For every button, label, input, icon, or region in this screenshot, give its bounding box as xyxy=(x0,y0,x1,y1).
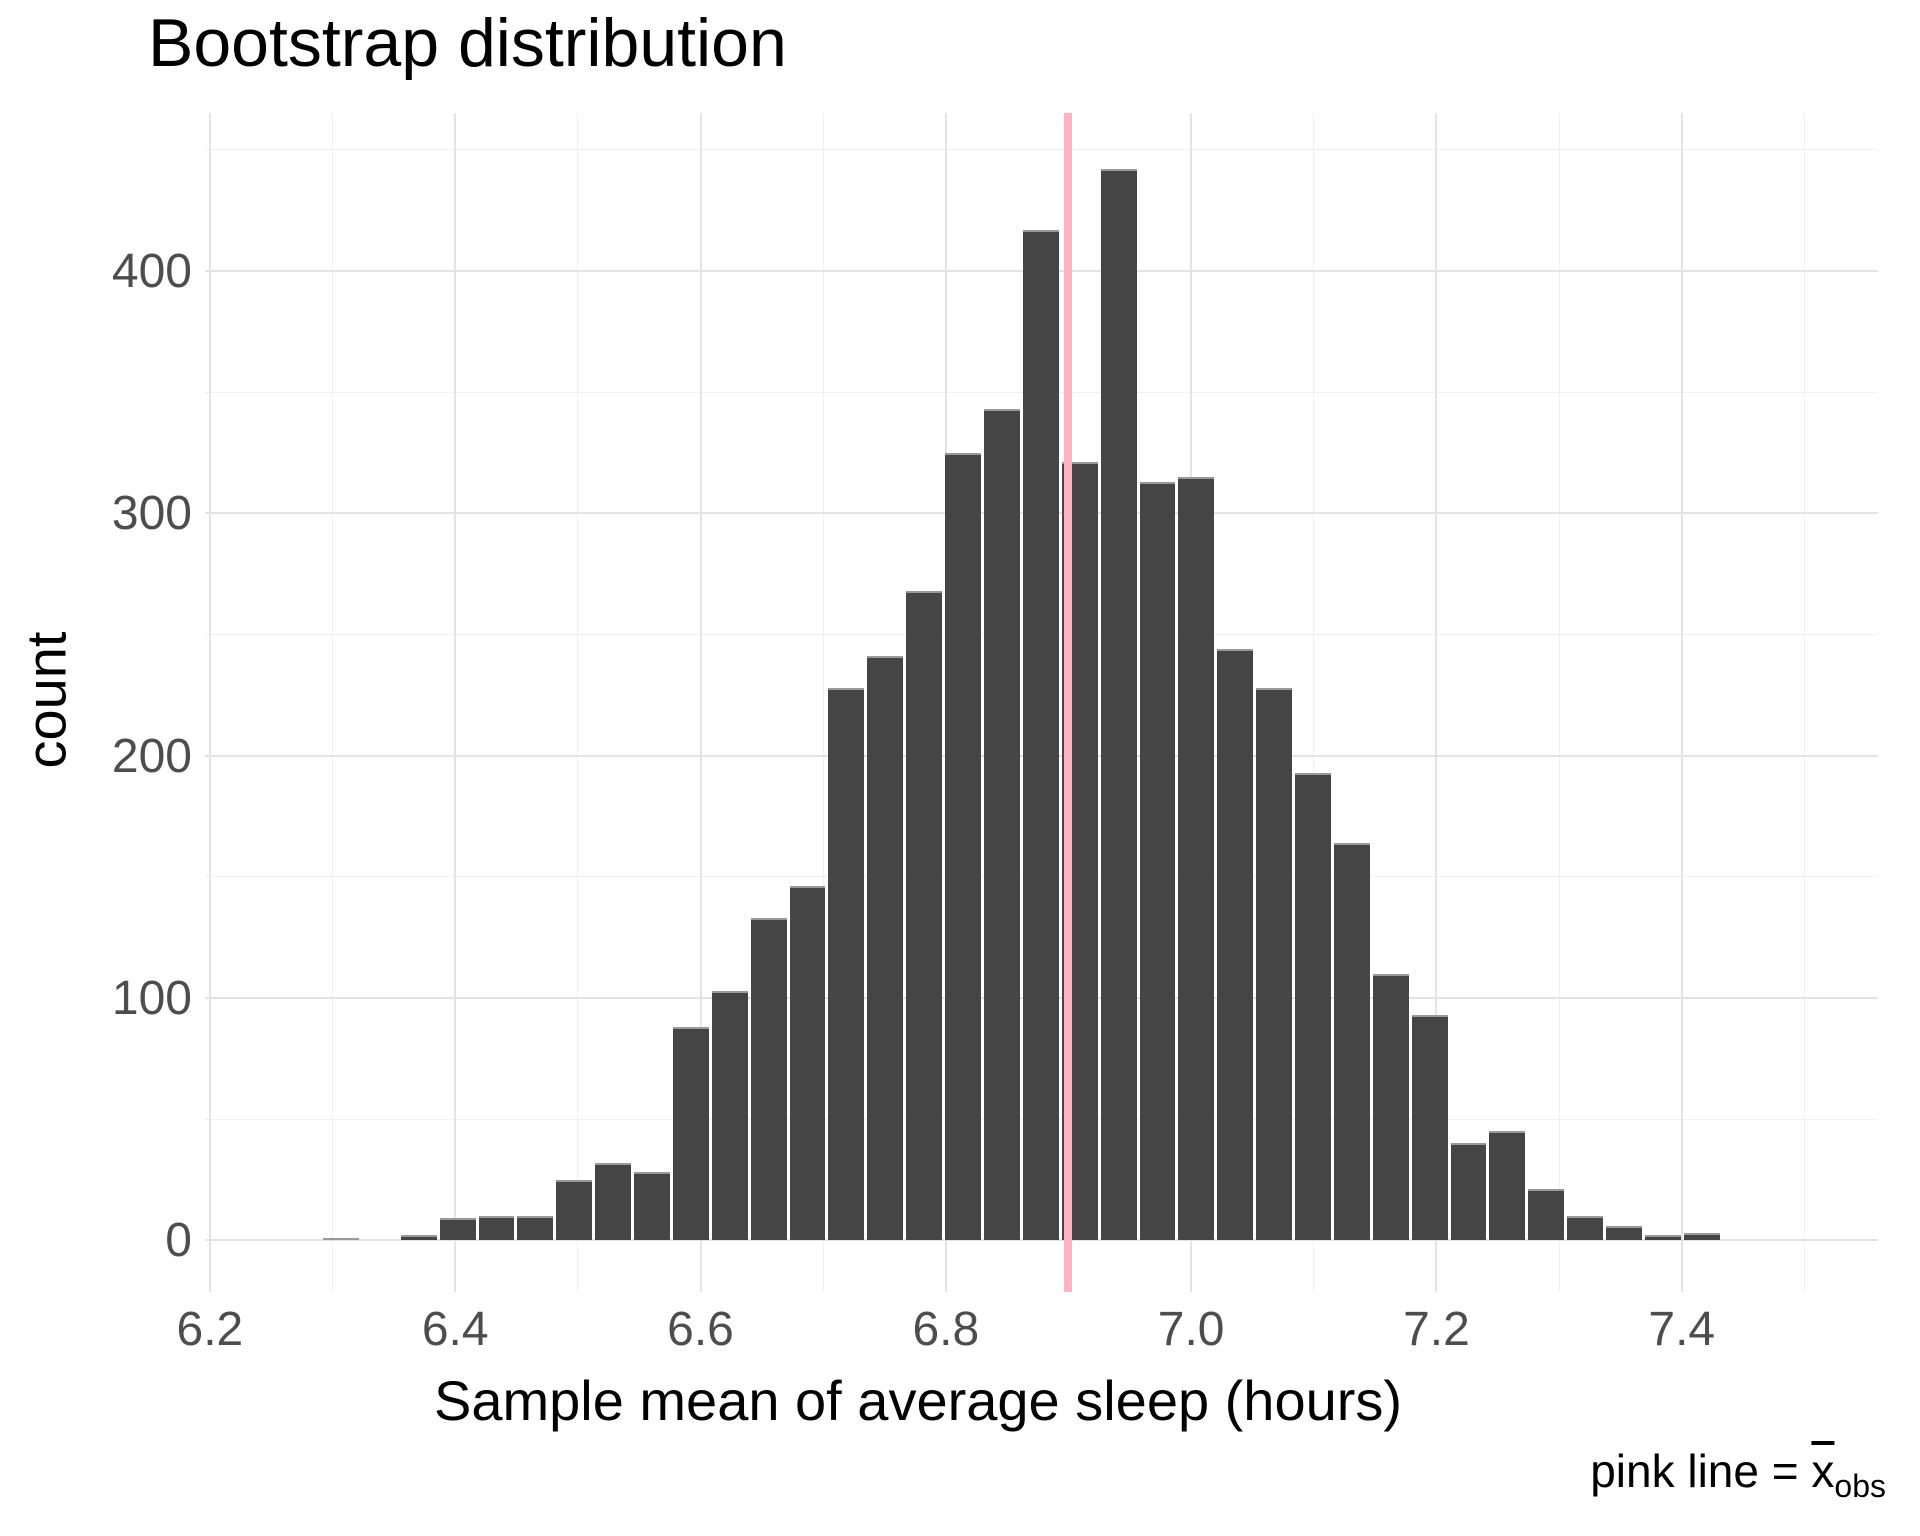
histogram-bar xyxy=(323,1237,359,1241)
histogram-bar xyxy=(556,1179,593,1241)
histogram-bar xyxy=(1606,1225,1642,1241)
x-minor-gridline xyxy=(332,113,334,1292)
plot-title: Bootstrap distribution xyxy=(148,5,787,81)
x-minor-gridline xyxy=(577,113,579,1292)
histogram-bar xyxy=(1528,1189,1565,1241)
y-tick-label: 0 xyxy=(165,1214,192,1268)
x-tick-label: 7.2 xyxy=(1403,1303,1470,1356)
histogram-bar xyxy=(1683,1232,1720,1241)
histogram-bar xyxy=(1022,229,1059,1241)
x-tick-label: 7.4 xyxy=(1648,1303,1716,1356)
y-major-gridline xyxy=(205,1239,1878,1242)
x-tick-label: 7.0 xyxy=(1157,1303,1225,1356)
y-minor-gridline xyxy=(205,149,1878,151)
histogram-bar xyxy=(672,1026,709,1241)
histogram-bar xyxy=(1567,1215,1604,1241)
y-tick-label: 100 xyxy=(111,971,192,1025)
histogram-bar xyxy=(1100,169,1137,1241)
histogram-bar xyxy=(517,1215,554,1241)
histogram-bar xyxy=(1139,481,1176,1241)
y-axis-title: count xyxy=(14,631,78,769)
histogram-bar xyxy=(1217,648,1254,1241)
histogram-bar xyxy=(595,1162,632,1241)
x-major-gridline xyxy=(699,113,702,1292)
histogram-bar xyxy=(1411,1014,1448,1241)
histogram-bar xyxy=(711,990,748,1241)
histogram-bar xyxy=(1644,1235,1681,1241)
x-minor-gridline xyxy=(822,113,824,1292)
histogram-bar xyxy=(478,1215,515,1241)
x-tick-label: 6.8 xyxy=(912,1303,980,1356)
histogram-bar xyxy=(750,917,787,1241)
histogram-bar xyxy=(789,886,826,1241)
x-minor-gridline xyxy=(1313,113,1315,1292)
x-major-gridline xyxy=(454,113,457,1292)
histogram-bar xyxy=(867,656,904,1241)
histogram-bar xyxy=(1178,476,1215,1241)
x-major-gridline xyxy=(1435,113,1438,1292)
histogram-bar xyxy=(634,1172,670,1241)
x-major-gridline xyxy=(1680,113,1683,1292)
histogram-bar xyxy=(984,409,1020,1241)
histogram-bar xyxy=(945,452,981,1241)
caption-subscript: obs xyxy=(1834,1468,1886,1504)
x-tick-label: 6.2 xyxy=(176,1303,244,1356)
y-tick-label: 200 xyxy=(111,729,192,783)
histogram-bar xyxy=(1372,973,1409,1241)
histogram-bar xyxy=(1450,1143,1487,1241)
y-tick-label: 300 xyxy=(111,487,192,541)
caption-text: pink line = xyxy=(1590,1445,1812,1497)
histogram-bar xyxy=(439,1218,476,1241)
x-major-gridline xyxy=(208,113,211,1292)
histogram-bar xyxy=(1333,842,1370,1241)
caption-pink-line: pink line = xobs xyxy=(1590,1444,1886,1505)
histogram-bar xyxy=(1295,772,1331,1241)
histogram-bar xyxy=(1256,687,1293,1241)
x-tick-label: 6.6 xyxy=(667,1303,734,1356)
x-minor-gridline xyxy=(1803,113,1805,1292)
x-minor-gridline xyxy=(1558,113,1560,1292)
x-tick-label: 6.4 xyxy=(421,1303,489,1356)
histogram-bar xyxy=(400,1235,437,1241)
histogram-bar xyxy=(906,590,943,1241)
y-tick-label: 400 xyxy=(111,244,192,298)
histogram-bar xyxy=(828,687,865,1241)
x-axis-title: Sample mean of average sleep (hours) xyxy=(433,1369,1403,1432)
histogram-bar xyxy=(1489,1131,1526,1241)
observed-mean-line xyxy=(1064,113,1073,1292)
caption-xbar-symbol: x xyxy=(1811,1445,1835,1497)
